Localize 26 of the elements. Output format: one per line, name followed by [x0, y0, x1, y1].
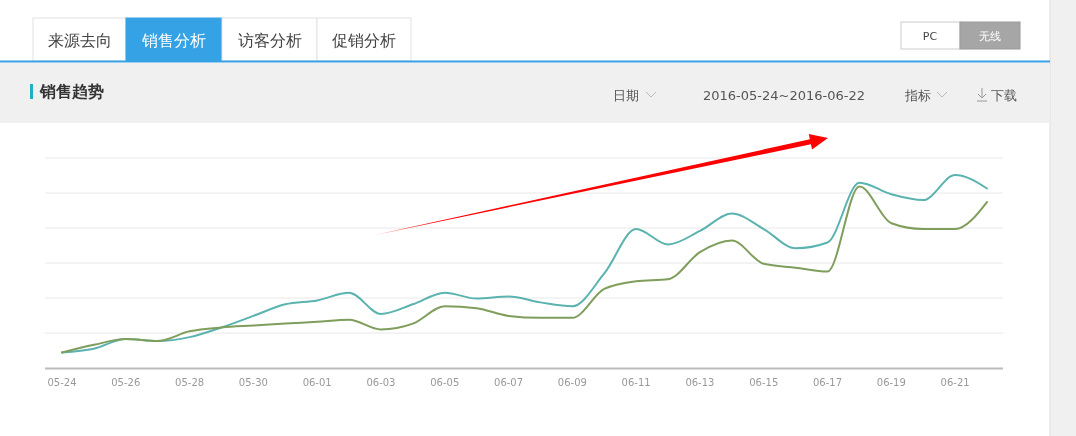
x-tick-label: 06-19 [876, 377, 906, 388]
x-tick-label: 06-13 [685, 377, 715, 388]
text: 无线 [979, 30, 1001, 43]
x-tick-label: 06-01 [302, 377, 332, 388]
text: 日期 [613, 88, 639, 103]
x-tick-label: 06-09 [557, 377, 587, 388]
text: 销售分析 [141, 31, 206, 50]
text: 促销分析 [332, 31, 396, 50]
x-tick-label: 05-26 [111, 377, 141, 388]
x-tick-label: 05-30 [238, 377, 268, 388]
text: 下载 [991, 88, 1017, 103]
x-tick-label: 06-05 [430, 377, 460, 388]
text: 2016-05-24~2016-06-22 [703, 88, 865, 103]
text: 来源去向 [47, 31, 112, 50]
x-tick-label: 06-11 [621, 377, 651, 388]
text: 访客分析 [237, 31, 302, 50]
x-tick-label: 06-17 [812, 377, 843, 388]
text: 指标 [904, 88, 931, 103]
x-tick-label: 05-28 [175, 377, 205, 388]
x-tick-label: 06-07 [494, 377, 524, 388]
x-tick-label: 06-15 [749, 377, 779, 388]
chart-title: 销售趋势 [39, 82, 104, 101]
text: PC [922, 30, 938, 43]
x-tick-label: 06-03 [366, 377, 396, 388]
x-tick-label: 05-24 [47, 377, 77, 388]
x-tick-label: 06-21 [940, 377, 970, 388]
